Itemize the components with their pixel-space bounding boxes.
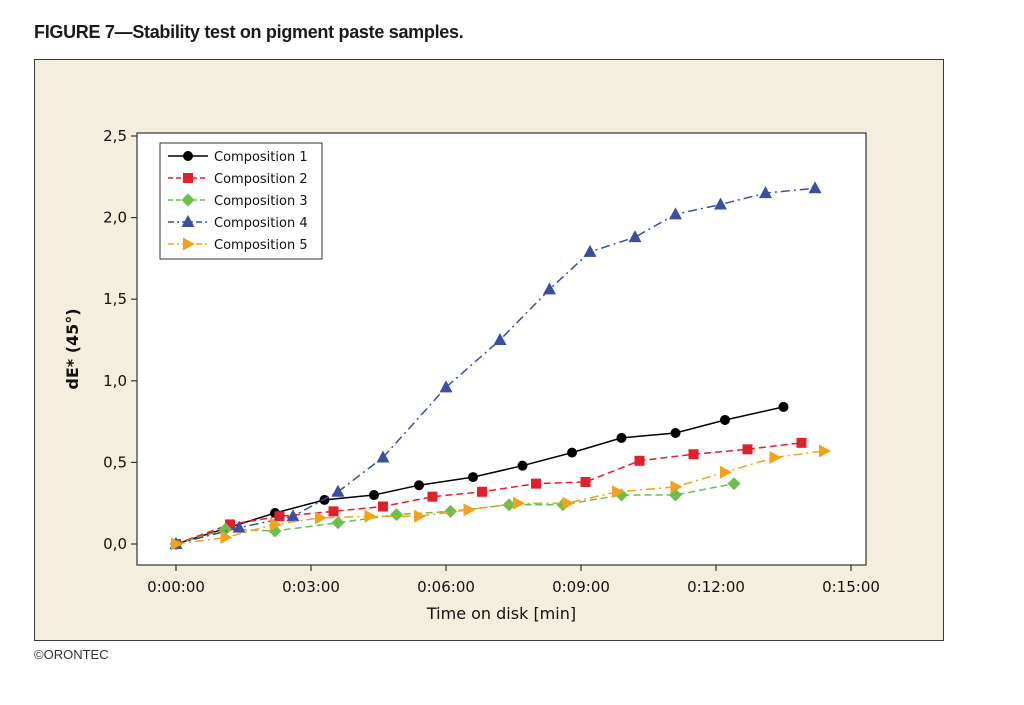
x-axis-title: Time on disk [min] (426, 604, 576, 623)
x-tick-label: 0:15:00 (822, 578, 880, 596)
legend-item: Composition 5 (168, 237, 308, 253)
legend-label: Composition 4 (214, 216, 308, 231)
data-point (376, 450, 390, 463)
legend: Composition 1 Composition 2 Composition 3 C… (159, 142, 323, 260)
data-point (220, 530, 233, 544)
data-point (808, 181, 822, 194)
data-point (439, 380, 453, 393)
data-point (463, 503, 476, 517)
data-point (670, 480, 683, 494)
data-point (378, 501, 388, 512)
data-point (331, 484, 345, 497)
legend-item: Composition 3 (168, 193, 308, 209)
data-point (543, 282, 556, 295)
data-point (742, 444, 753, 455)
series-line (175, 450, 825, 545)
x-tick-label: 0:00:00 (147, 578, 205, 596)
series-4 (169, 181, 822, 549)
y-tick-label: 0,0 (103, 535, 127, 553)
data-point (759, 186, 772, 199)
data-point (670, 428, 681, 439)
data-point (331, 516, 345, 530)
series-layer (169, 181, 831, 551)
data-point (225, 519, 235, 530)
data-point (720, 414, 730, 425)
data-point (819, 444, 831, 458)
y-axis-title: dE* (45°) (63, 308, 82, 389)
data-point (513, 496, 525, 510)
data-point (562, 496, 575, 510)
data-point (727, 477, 741, 491)
x-tick-label: 0:09:00 (552, 578, 610, 596)
data-point (517, 460, 528, 471)
legend-marker (183, 173, 193, 183)
data-point (769, 451, 782, 465)
series-line (175, 406, 784, 545)
data-point (796, 437, 807, 448)
legend-label: Composition 5 (214, 238, 308, 253)
legend-label: Composition 3 (214, 194, 308, 209)
data-point (390, 508, 403, 522)
data-point (628, 230, 642, 243)
data-point (364, 509, 377, 523)
series-5 (171, 444, 831, 551)
data-point (328, 506, 339, 517)
y-tick-label: 1,5 (103, 290, 127, 308)
data-point (414, 509, 426, 523)
data-point (720, 465, 732, 479)
data-point (669, 207, 682, 220)
data-point (583, 244, 597, 257)
data-point (468, 472, 478, 483)
data-point (369, 490, 379, 501)
x-tick-label: 0:03:00 (282, 578, 340, 596)
data-point (274, 511, 285, 522)
data-point (270, 517, 282, 531)
data-point (477, 486, 487, 497)
data-point (427, 491, 438, 502)
legend-item: Composition 4 (168, 215, 308, 231)
x-tick-label: 0:06:00 (417, 578, 475, 596)
data-point (444, 504, 457, 518)
data-point (714, 197, 727, 210)
legend-marker (183, 237, 195, 251)
y-tick-label: 2,0 (103, 209, 127, 227)
data-point (531, 478, 541, 489)
legend-marker (181, 215, 195, 227)
legend-item: Composition 2 (168, 172, 308, 187)
data-point (567, 447, 577, 458)
data-point (688, 449, 699, 460)
x-tick-label: 0:12:00 (687, 578, 745, 596)
y-tick-label: 0,5 (103, 453, 127, 471)
data-point (171, 537, 183, 551)
figure-title: FIGURE 7—Stability test on pigment paste… (34, 22, 464, 42)
data-point (616, 432, 627, 443)
data-point (232, 520, 246, 533)
series-2 (171, 437, 807, 549)
legend-marker (183, 151, 193, 161)
axes: 0:00:00 0:03:00 0:06:00 0:09:00 0:12:00 0:15:… (103, 127, 880, 596)
legend-marker (181, 193, 195, 207)
legend-label: Composition 2 (214, 172, 308, 187)
y-tick-label: 1,0 (103, 372, 127, 390)
data-point (778, 401, 789, 412)
copyright-credit: ©ORONTEC (34, 647, 109, 662)
data-point (414, 480, 424, 491)
data-point (493, 333, 507, 345)
data-point (580, 476, 591, 487)
data-point (315, 511, 327, 525)
y-tick-label: 2,5 (103, 127, 127, 145)
legend-item: Composition 1 (168, 150, 308, 165)
data-point (286, 509, 300, 522)
data-point (634, 455, 645, 466)
legend-label: Composition 1 (214, 150, 308, 165)
data-point (612, 485, 624, 499)
series-line (175, 187, 816, 545)
